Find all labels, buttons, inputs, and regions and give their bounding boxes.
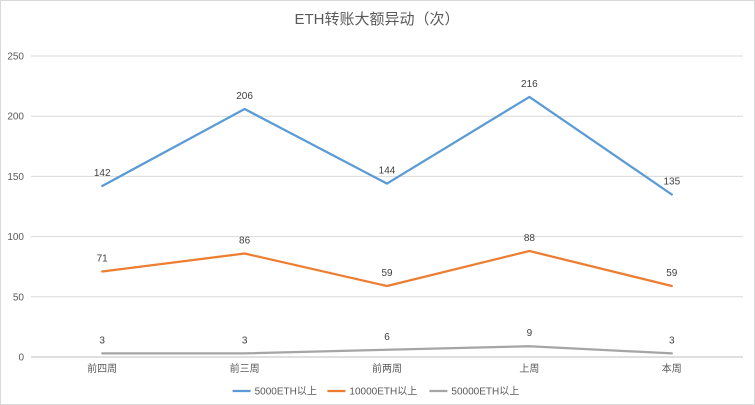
data-label: 59	[381, 268, 393, 279]
x-axis: 前四周 前三周 前两周 上周 本周	[87, 362, 682, 375]
y-tick-label: 50	[13, 292, 25, 303]
chart-title: ETH转账大额异动（次）	[294, 11, 459, 28]
x-tick-label: 前两周	[372, 362, 402, 375]
data-label: 3	[669, 335, 675, 346]
series-line-3	[101, 345, 673, 355]
series-line-1	[101, 95, 673, 196]
y-tick-label: 150	[7, 172, 24, 183]
data-labels: 142 206 144 216 135 71 86 59 88 59 3 3 6 9 3	[94, 79, 681, 346]
data-label: 6	[384, 332, 390, 343]
x-tick-label: 前四周	[87, 362, 117, 375]
data-label: 216	[521, 79, 538, 90]
x-tick-label: 前三周	[230, 362, 260, 375]
legend: 5000ETH以上 10000ETH以上 50000ETH以上	[232, 386, 519, 398]
y-tick-label: 250	[7, 52, 24, 63]
data-label: 135	[663, 176, 680, 187]
series-group	[101, 95, 673, 355]
data-label: 144	[379, 166, 396, 177]
gridlines	[31, 55, 743, 358]
legend-label-3: 50000ETH以上	[451, 386, 519, 398]
data-label: 59	[666, 268, 678, 279]
legend-label-2: 10000ETH以上	[349, 386, 417, 398]
data-label: 9	[527, 328, 533, 339]
y-tick-label: 100	[7, 232, 24, 243]
series-line-2	[101, 249, 673, 288]
x-tick-label: 上周	[519, 363, 539, 375]
data-label: 88	[524, 233, 536, 244]
y-axis: 0 50 100 150 200 250	[7, 52, 24, 364]
data-label: 3	[99, 335, 105, 346]
x-tick-label: 本周	[662, 362, 682, 375]
y-tick-label: 0	[18, 353, 24, 364]
y-tick-label: 200	[7, 112, 24, 123]
data-label: 142	[94, 168, 111, 179]
data-label: 71	[97, 254, 109, 265]
legend-label-1: 5000ETH以上	[255, 386, 317, 398]
data-label: 86	[239, 235, 251, 246]
data-label: 3	[242, 335, 248, 346]
data-label: 206	[236, 91, 253, 102]
